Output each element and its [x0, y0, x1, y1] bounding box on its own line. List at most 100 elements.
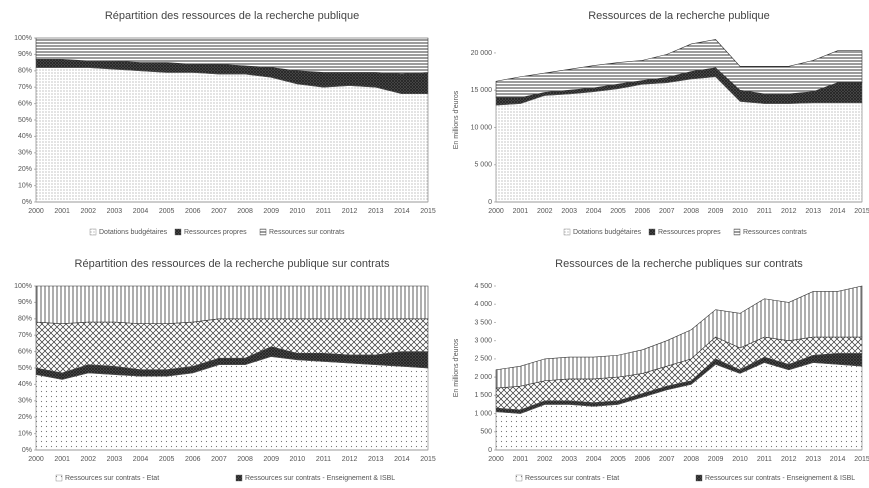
- y-tick-label: 60%: [18, 348, 32, 355]
- x-tick-label: 2015: [420, 456, 436, 463]
- legend-label: Dotations budgétaires: [99, 229, 168, 236]
- x-tick-label: 2002: [537, 208, 553, 215]
- legend-swatch: [174, 228, 182, 236]
- y-tick-label: 2 000: [474, 374, 492, 381]
- area: [495, 285, 863, 389]
- x-tick-label: 2010: [290, 456, 306, 463]
- y-tick-label: 2 500: [474, 356, 492, 363]
- area: [35, 37, 429, 75]
- x-tick-label: 2002: [80, 208, 96, 215]
- legend-label: Ressources sur contrats - Etat: [525, 475, 619, 482]
- x-tick-label: 2009: [263, 456, 279, 463]
- x-tick-label: 2000: [488, 208, 504, 215]
- x-tick-label: 2008: [237, 208, 253, 215]
- legend-label: Ressources propres: [184, 229, 247, 236]
- y-tick-label: 0%: [22, 447, 32, 454]
- legend-label: Ressources sur contrats - Enseignement &…: [245, 475, 395, 482]
- x-tick-label: 2015: [854, 456, 869, 463]
- y-tick-label: 90%: [18, 51, 32, 58]
- y-axis-label: En millions d'euros: [453, 338, 460, 397]
- x-tick-label: 2013: [805, 208, 821, 215]
- y-tick-label: 40%: [18, 133, 32, 140]
- y-tick-label: 50%: [18, 365, 32, 372]
- y-tick-label: 1 000: [474, 410, 492, 417]
- x-tick-label: 2014: [830, 208, 846, 215]
- x-tick-label: 2000: [28, 456, 44, 463]
- x-tick-label: 2004: [586, 456, 602, 463]
- x-tick-label: 2007: [211, 208, 227, 215]
- x-tick-label: 2014: [394, 208, 410, 215]
- y-tick-label: 60%: [18, 100, 32, 107]
- chart-title: Répartition des ressources de la recherc…: [105, 10, 359, 22]
- x-tick-label: 2005: [610, 208, 626, 215]
- y-tick-label: 20%: [18, 414, 32, 421]
- y-tick-label: 30%: [18, 150, 32, 157]
- x-tick-label: 2006: [635, 208, 651, 215]
- area: [35, 285, 429, 325]
- x-tick-label: 2014: [394, 456, 410, 463]
- y-tick-label: 500: [480, 429, 492, 436]
- x-tick-label: 2014: [830, 456, 846, 463]
- legend-label: Ressources sur contrats - Enseignement &…: [705, 475, 855, 482]
- y-tick-label: 4 500: [474, 283, 492, 290]
- x-tick-label: 2011: [757, 456, 772, 463]
- x-tick-label: 2011: [316, 456, 331, 463]
- y-tick-label: 3 000: [474, 338, 492, 345]
- y-axis-label: En millions d'euros: [453, 90, 460, 149]
- x-tick-label: 2011: [757, 208, 772, 215]
- x-tick-label: 2008: [237, 456, 253, 463]
- x-tick-label: 2009: [263, 208, 279, 215]
- x-tick-label: 2015: [420, 208, 436, 215]
- x-tick-label: 2012: [342, 456, 358, 463]
- x-tick-label: 2010: [732, 208, 748, 215]
- x-tick-label: 2008: [683, 208, 699, 215]
- x-tick-label: 2006: [185, 208, 201, 215]
- x-tick-label: 2008: [683, 456, 699, 463]
- x-tick-label: 2013: [368, 208, 384, 215]
- legend-label: Ressources propres: [658, 229, 721, 236]
- x-tick-label: 2010: [732, 456, 748, 463]
- y-tick-label: 10 000: [471, 124, 493, 131]
- x-tick-label: 2005: [159, 208, 175, 215]
- y-tick-label: 100%: [14, 35, 32, 42]
- chart-title: Ressources de la recherche publique: [588, 10, 770, 22]
- x-tick-label: 2004: [586, 208, 602, 215]
- x-tick-label: 2007: [659, 208, 675, 215]
- x-tick-label: 2000: [488, 456, 504, 463]
- x-tick-label: 2005: [610, 456, 626, 463]
- x-tick-label: 2001: [54, 456, 70, 463]
- legend-swatch: [89, 228, 97, 236]
- legend-label: Ressources contrats: [743, 229, 807, 236]
- x-tick-label: 2012: [342, 208, 358, 215]
- legend-label: Ressources sur contrats - Etat: [65, 475, 159, 482]
- x-tick-label: 2006: [185, 456, 201, 463]
- legend-label: Ressources sur contrats: [269, 229, 345, 236]
- x-tick-label: 2015: [854, 208, 869, 215]
- legend-swatch: [563, 228, 571, 236]
- x-tick-label: 2011: [316, 208, 331, 215]
- y-tick-label: 70%: [18, 332, 32, 339]
- x-tick-label: 2004: [133, 456, 149, 463]
- legend-swatch: [55, 474, 63, 482]
- x-tick-label: 2001: [513, 456, 529, 463]
- x-tick-label: 2013: [368, 456, 384, 463]
- y-tick-label: 90%: [18, 299, 32, 306]
- x-tick-label: 2002: [537, 456, 553, 463]
- legend-swatch: [733, 228, 741, 236]
- y-tick-label: 50%: [18, 117, 32, 124]
- x-tick-label: 2003: [107, 208, 123, 215]
- y-tick-label: 0: [488, 199, 492, 206]
- chart-title: Répartition des ressources de la recherc…: [75, 258, 390, 270]
- x-tick-label: 2002: [80, 456, 96, 463]
- area: [495, 39, 863, 98]
- y-tick-label: 70%: [18, 84, 32, 91]
- y-tick-label: 0%: [22, 199, 32, 206]
- y-tick-label: 10%: [18, 430, 32, 437]
- x-tick-label: 2004: [133, 208, 149, 215]
- legend-swatch: [259, 228, 267, 236]
- y-tick-label: 4 000: [474, 301, 492, 308]
- y-tick-label: 100%: [14, 283, 32, 290]
- y-tick-label: 3 500: [474, 319, 492, 326]
- y-tick-label: 1 500: [474, 392, 492, 399]
